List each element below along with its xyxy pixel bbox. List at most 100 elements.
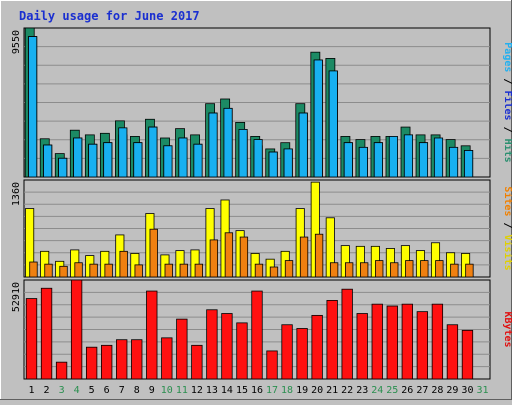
x-tick-label: 6 <box>104 385 110 396</box>
bar-pages-day-7 <box>118 127 128 178</box>
bar-pages-day-30 <box>464 150 474 178</box>
bar-pages-day-6 <box>103 142 113 178</box>
x-tick-label: 13 <box>206 385 218 396</box>
bar-kbytes-day-17 <box>266 350 278 380</box>
bar-sites-day-7 <box>119 250 128 278</box>
axis-label-visits: Visits <box>502 235 512 271</box>
x-tick-label: 7 <box>119 385 125 396</box>
bar-pages-day-24 <box>373 142 383 178</box>
bar-kbytes-day-18 <box>281 324 293 380</box>
x-tick-label: 9 <box>149 385 155 396</box>
x-tick-label: 31 <box>476 385 488 396</box>
bar-kbytes-day-28 <box>431 303 444 380</box>
x-tick-label: 3 <box>59 385 65 396</box>
axis-label-sites: Sites <box>502 186 512 216</box>
panel-hits: 9550 Pages / Files / Hits <box>11 27 512 178</box>
bar-pages-day-22 <box>343 142 353 178</box>
x-tick-label: 24 <box>371 385 383 396</box>
bar-pages-day-18 <box>283 148 293 178</box>
bar-sites-day-5 <box>89 263 98 278</box>
panel-max-label-visits: 1360 <box>11 182 22 206</box>
panel-kbytes: 52910 KBytes <box>11 279 512 380</box>
axis-label-hits: Hits <box>502 139 512 163</box>
bar-kbytes-day-19 <box>296 328 308 380</box>
bar-pages-day-29 <box>449 146 459 178</box>
panel-visits: 1360 Sites / Visits <box>11 179 512 278</box>
x-tick-label: 16 <box>251 385 263 396</box>
x-tick-label: 23 <box>356 385 368 396</box>
bar-pages-day-27 <box>418 142 429 178</box>
bar-pages-day-17 <box>268 151 278 178</box>
x-tick-label: 2 <box>44 385 50 396</box>
bar-kbytes-day-29 <box>446 324 459 380</box>
x-tick-label: 29 <box>446 385 458 396</box>
bar-pages-day-21 <box>328 70 338 178</box>
bar-sites-day-8 <box>134 264 143 278</box>
bar-kbytes-day-16 <box>251 290 263 380</box>
bar-sites-day-12 <box>194 263 203 278</box>
bar-sites-day-10 <box>164 263 173 278</box>
x-tick-label: 25 <box>386 385 398 396</box>
bar-kbytes-day-15 <box>236 322 248 380</box>
bar-kbytes-day-3 <box>55 361 68 380</box>
x-tick-label: 18 <box>281 385 293 396</box>
bar-sites-day-26 <box>405 260 414 278</box>
bar-sites-day-25 <box>390 262 399 278</box>
bar-kbytes-day-12 <box>191 344 203 380</box>
axis-label-separator: / <box>502 72 512 90</box>
bar-sites-day-1 <box>29 261 38 278</box>
bar-kbytes-day-8 <box>131 339 143 380</box>
x-tick-label: 26 <box>401 385 413 396</box>
bar-pages-day-28 <box>433 137 444 178</box>
x-axis: 1 2 3 4 5 6 7 8 9 10 11 12 13 14 15 16 17 18 19 20 21 22 23 24 2… <box>29 385 489 396</box>
axis-label-separator: / <box>502 216 512 234</box>
bar-kbytes-day-27 <box>416 311 429 380</box>
bar-pages-day-19 <box>298 112 308 178</box>
bar-pages-day-4 <box>73 137 83 178</box>
axis-label-kbytes: KBytes <box>502 311 512 347</box>
bar-sites-day-11 <box>179 263 188 278</box>
axis-label-pages: Pages <box>502 42 512 72</box>
bar-sites-day-22 <box>344 262 354 278</box>
bar-sites-day-9 <box>149 228 158 278</box>
bar-sites-day-27 <box>420 260 429 278</box>
bar-pages-day-16 <box>253 139 263 178</box>
bar-sites-day-6 <box>104 263 113 278</box>
bar-sites-day-15 <box>239 236 249 278</box>
bar-kbytes-day-25 <box>386 305 398 380</box>
bar-sites-day-16 <box>254 263 264 278</box>
chart-title: Daily usage for June 2017 <box>19 9 200 23</box>
bar-pages-day-20 <box>313 59 323 178</box>
bar-kbytes-day-26 <box>401 303 413 380</box>
x-tick-label: 19 <box>296 385 308 396</box>
bar-pages-day-12 <box>193 143 203 178</box>
bar-kbytes-day-23 <box>356 313 368 380</box>
bar-sites-day-21 <box>329 262 339 278</box>
bar-pages-day-11 <box>178 137 188 178</box>
bar-kbytes-day-21 <box>326 300 338 380</box>
x-tick-label: 20 <box>311 385 323 396</box>
x-tick-label: 21 <box>326 385 338 396</box>
x-tick-label: 22 <box>341 385 353 396</box>
x-tick-label: 10 <box>161 385 173 396</box>
bar-pages-day-1 <box>28 36 38 178</box>
bar-kbytes-day-11 <box>176 318 188 380</box>
bar-sites-day-24 <box>375 260 384 278</box>
bar-sites-day-30 <box>465 263 474 278</box>
bar-kbytes-day-24 <box>371 303 383 380</box>
bar-pages-day-15 <box>238 129 248 178</box>
x-tick-label: 28 <box>431 385 443 396</box>
bar-kbytes-day-13 <box>206 309 218 380</box>
bar-sites-day-28 <box>435 260 444 278</box>
bar-pages-day-10 <box>163 145 173 178</box>
bar-kbytes-day-22 <box>341 288 353 380</box>
x-tick-label: 17 <box>266 385 278 396</box>
bar-kbytes-day-14 <box>221 313 233 380</box>
bar-kbytes-day-9 <box>146 290 158 380</box>
bar-sites-day-19 <box>299 236 309 278</box>
bar-pages-day-13 <box>208 112 218 178</box>
panel-max-label-hits: 9550 <box>11 30 22 54</box>
bar-sites-day-23 <box>360 262 369 278</box>
x-tick-label: 1 <box>29 385 35 396</box>
